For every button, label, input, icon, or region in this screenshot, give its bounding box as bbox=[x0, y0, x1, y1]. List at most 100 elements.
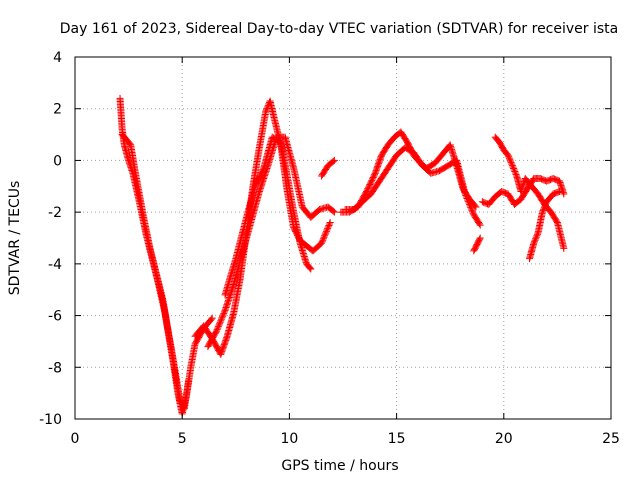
data-point bbox=[321, 232, 329, 240]
data-point bbox=[508, 162, 516, 170]
plot-frame bbox=[74, 56, 612, 420]
data-point bbox=[216, 318, 224, 326]
data-point bbox=[530, 238, 538, 246]
y-tick-label: -2 bbox=[48, 205, 62, 221]
data-point bbox=[476, 221, 484, 229]
data-point bbox=[464, 197, 472, 205]
data-point bbox=[511, 169, 519, 177]
data-point bbox=[213, 327, 221, 335]
data-point bbox=[306, 264, 314, 272]
data-point bbox=[329, 207, 337, 215]
data-point bbox=[554, 188, 562, 196]
data-point bbox=[510, 165, 518, 173]
data-point bbox=[539, 207, 547, 215]
data-point bbox=[220, 309, 228, 317]
data-point bbox=[219, 312, 227, 320]
y-tick-label: -10 bbox=[39, 412, 62, 428]
y-axis-label: SDTVAR / TECUs bbox=[7, 181, 23, 296]
x-tick-label: 20 bbox=[495, 431, 513, 447]
y-tick-label: 0 bbox=[53, 153, 62, 169]
data-point bbox=[507, 159, 515, 167]
y-tick-label: -6 bbox=[48, 309, 62, 325]
data-point bbox=[214, 323, 222, 331]
series-arc-9 bbox=[470, 234, 484, 255]
data-point bbox=[307, 265, 315, 273]
data-point bbox=[530, 239, 538, 247]
data-point bbox=[508, 160, 516, 168]
data-point bbox=[319, 235, 327, 243]
data-point bbox=[330, 208, 338, 216]
data-point bbox=[208, 314, 216, 322]
data-point bbox=[541, 201, 549, 209]
y-tick-label: -8 bbox=[48, 360, 62, 376]
data-point bbox=[511, 168, 519, 176]
x-tick-label: 0 bbox=[71, 431, 80, 447]
series-arc-12 bbox=[526, 187, 564, 263]
data-point bbox=[465, 199, 473, 207]
data-point bbox=[538, 208, 546, 216]
data-point bbox=[462, 192, 470, 200]
data-point bbox=[461, 190, 469, 198]
series-arc-3 bbox=[191, 97, 334, 358]
data-point bbox=[468, 206, 476, 214]
data-point bbox=[505, 154, 513, 162]
data-point bbox=[219, 311, 227, 319]
data-point bbox=[214, 324, 222, 332]
data-point bbox=[323, 226, 331, 234]
x-axis-label: GPS time / hours bbox=[281, 458, 398, 474]
data-point bbox=[318, 238, 326, 246]
data-point bbox=[259, 166, 267, 174]
data-point bbox=[262, 107, 270, 115]
data-point bbox=[329, 157, 337, 165]
data-point bbox=[540, 204, 548, 212]
data-point bbox=[324, 223, 332, 231]
data-point bbox=[322, 227, 330, 235]
data-point bbox=[532, 235, 540, 243]
data-point bbox=[215, 321, 223, 329]
chart-title: Day 161 of 2023, Sidereal Day-to-day VTE… bbox=[60, 21, 618, 37]
data-point bbox=[467, 203, 475, 211]
data-point bbox=[541, 202, 549, 210]
data-point bbox=[322, 229, 330, 237]
data-point bbox=[325, 221, 333, 229]
data-point bbox=[533, 232, 541, 240]
data-point bbox=[466, 202, 474, 210]
data-point bbox=[463, 194, 471, 202]
data-point bbox=[509, 163, 517, 171]
data-point bbox=[560, 244, 568, 252]
data-point bbox=[505, 153, 513, 161]
grid bbox=[75, 57, 611, 419]
data-point bbox=[504, 151, 512, 159]
data-point bbox=[532, 233, 540, 241]
data-point bbox=[469, 208, 477, 216]
series-arc-4 bbox=[204, 133, 338, 351]
data-point bbox=[465, 200, 473, 208]
data-point bbox=[318, 239, 326, 247]
data-point bbox=[326, 220, 334, 228]
data-point bbox=[213, 326, 221, 334]
data-point bbox=[510, 166, 518, 174]
data-point bbox=[217, 315, 225, 323]
data-points bbox=[116, 94, 568, 418]
series-arc-2 bbox=[118, 131, 193, 413]
data-point bbox=[217, 317, 225, 325]
data-point bbox=[533, 230, 541, 238]
x-tick-label: 5 bbox=[178, 431, 187, 447]
axis-ticks: 0 5 10 15 20 25 -10 -8 -6 -4 -2 0 2 4 bbox=[39, 50, 620, 447]
data-point bbox=[321, 230, 329, 238]
data-point bbox=[218, 314, 226, 322]
series-arc-8 bbox=[341, 144, 484, 229]
data-point bbox=[330, 156, 338, 164]
data-point bbox=[560, 190, 568, 198]
data-point bbox=[216, 320, 224, 328]
data-point bbox=[540, 205, 548, 213]
data-point bbox=[512, 170, 520, 178]
y-tick-label: 4 bbox=[53, 50, 62, 66]
data-point bbox=[476, 234, 484, 242]
y-tick-label: 2 bbox=[53, 102, 62, 118]
data-point bbox=[464, 196, 472, 204]
data-point bbox=[326, 218, 334, 226]
data-point bbox=[324, 224, 332, 232]
data-point bbox=[467, 205, 475, 213]
